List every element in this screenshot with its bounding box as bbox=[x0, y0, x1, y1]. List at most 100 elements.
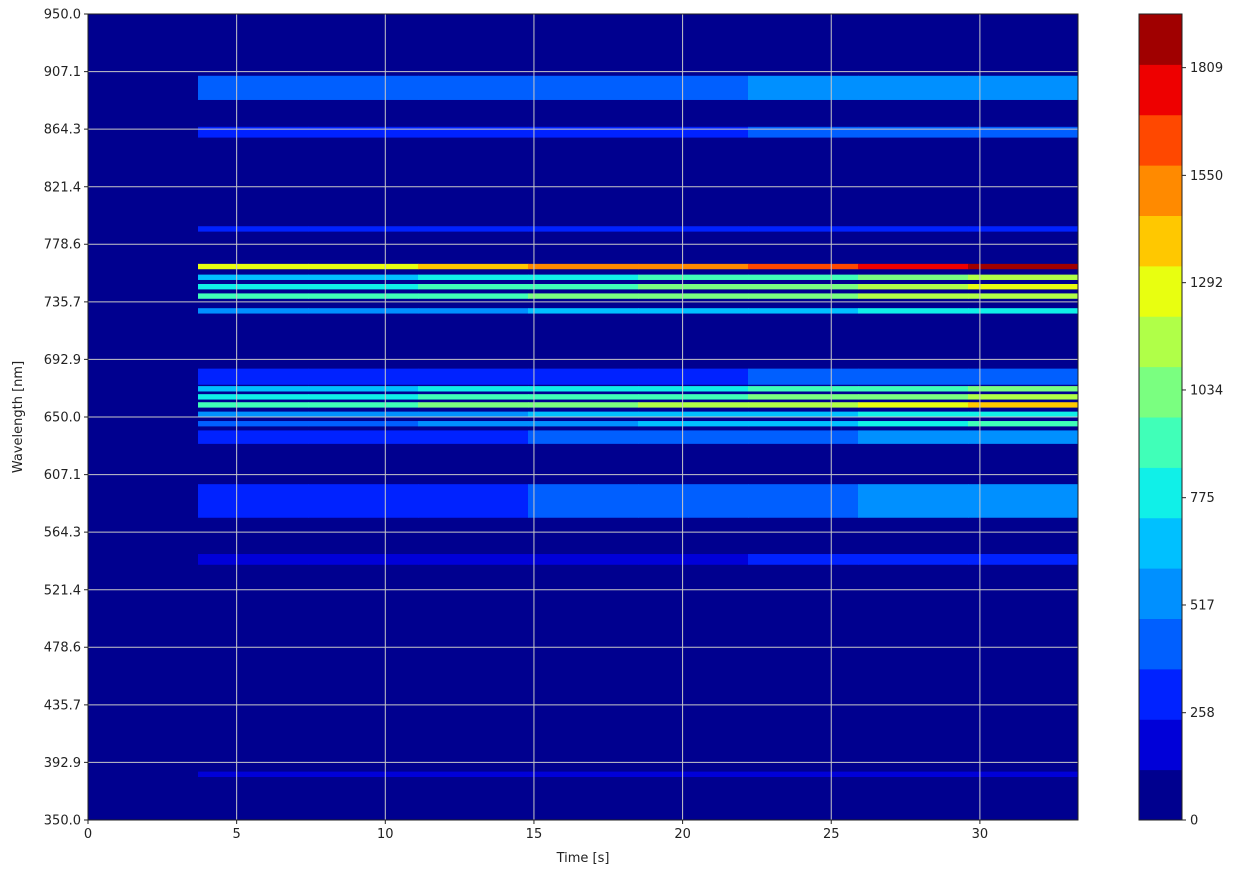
band-segment bbox=[418, 402, 529, 408]
band-segment bbox=[198, 402, 309, 408]
band-segment bbox=[638, 554, 749, 565]
band-segment bbox=[528, 394, 639, 400]
band-segment bbox=[748, 554, 859, 565]
band-segment bbox=[968, 484, 1078, 518]
colorbar-frame bbox=[1138, 13, 1183, 821]
colorbar-swatch bbox=[1139, 14, 1182, 65]
band-segment bbox=[968, 75, 1078, 100]
band-segment bbox=[748, 368, 859, 385]
colorbar-swatch bbox=[1139, 417, 1182, 468]
band-segment bbox=[198, 308, 309, 314]
band-segment bbox=[748, 126, 859, 138]
colorbar-tick-label: 1550 bbox=[1190, 169, 1223, 184]
band-segment bbox=[418, 274, 529, 280]
colorbar-swatch bbox=[1139, 719, 1182, 771]
band-segment bbox=[528, 368, 639, 385]
band-segment bbox=[528, 430, 639, 444]
colorbar-swatch bbox=[1139, 568, 1182, 619]
band-segment bbox=[638, 394, 749, 400]
band-segment bbox=[528, 308, 639, 314]
band-segment bbox=[528, 421, 639, 427]
y-tick-label: 564.3 bbox=[44, 526, 81, 541]
band-segment bbox=[968, 402, 1078, 408]
band-segment bbox=[748, 226, 859, 232]
band-segment bbox=[418, 293, 529, 299]
colorbar-tick-label: 1809 bbox=[1190, 61, 1223, 76]
y-tick-label: 821.4 bbox=[44, 180, 81, 195]
x-tick-label: 25 bbox=[823, 827, 840, 842]
band-segment bbox=[858, 554, 969, 565]
band-segment bbox=[858, 484, 969, 518]
colorbar-tick-label: 1292 bbox=[1190, 276, 1223, 291]
band-segment bbox=[858, 75, 969, 100]
y-tick-label: 392.9 bbox=[44, 756, 81, 771]
band-segment bbox=[968, 554, 1078, 565]
x-tick-label: 10 bbox=[377, 827, 394, 842]
y-tick-label: 650.0 bbox=[44, 411, 81, 426]
band-segment bbox=[308, 771, 419, 778]
band-segment bbox=[968, 263, 1078, 270]
band-segment bbox=[638, 430, 749, 444]
band-segment bbox=[528, 771, 639, 778]
band-segment bbox=[748, 484, 859, 518]
band-segment bbox=[308, 421, 419, 427]
band-segment bbox=[968, 771, 1078, 778]
x-axis-label: Time [s] bbox=[556, 851, 610, 866]
colorbar-tick-label: 517 bbox=[1190, 598, 1215, 613]
y-tick-label: 864.3 bbox=[44, 123, 81, 138]
x-tick-label: 20 bbox=[674, 827, 691, 842]
band-segment bbox=[418, 484, 529, 518]
band-segment bbox=[308, 284, 419, 290]
band-segment bbox=[858, 226, 969, 232]
band-segment bbox=[198, 554, 309, 565]
band-segment bbox=[528, 263, 639, 270]
band-segment bbox=[418, 771, 529, 778]
band-segment bbox=[968, 293, 1078, 299]
band-segment bbox=[968, 226, 1078, 232]
colorbar-swatch bbox=[1139, 64, 1182, 116]
band-segment bbox=[748, 293, 859, 299]
band-segment bbox=[638, 368, 749, 385]
band-segment bbox=[858, 293, 969, 299]
x-tick-label: 30 bbox=[972, 827, 989, 842]
band-segment bbox=[528, 293, 639, 299]
band-segment bbox=[638, 293, 749, 299]
band-segment bbox=[198, 421, 309, 427]
band-segment bbox=[748, 411, 859, 417]
band-segment bbox=[418, 430, 529, 444]
band-segment bbox=[858, 284, 969, 290]
band-segment bbox=[418, 368, 529, 385]
band-segment bbox=[858, 421, 969, 427]
colorbar-tick-label: 1034 bbox=[1190, 383, 1223, 398]
band-segment bbox=[748, 284, 859, 290]
band-segment bbox=[638, 308, 749, 314]
band-segment bbox=[198, 386, 309, 392]
band-segment bbox=[528, 402, 639, 408]
band-segment bbox=[198, 394, 309, 400]
band-segment bbox=[968, 284, 1078, 290]
band-segment bbox=[308, 226, 419, 232]
band-segment bbox=[308, 402, 419, 408]
band-segment bbox=[308, 430, 419, 444]
band-segment bbox=[968, 274, 1078, 280]
band-segment bbox=[968, 394, 1078, 400]
band-segment bbox=[308, 368, 419, 385]
band-segment bbox=[638, 226, 749, 232]
band-segment bbox=[638, 274, 749, 280]
band-segment bbox=[418, 386, 529, 392]
band-segment bbox=[418, 421, 529, 427]
colorbar-swatch bbox=[1139, 366, 1182, 418]
band-segment bbox=[198, 484, 309, 518]
band-segment bbox=[198, 293, 309, 299]
colorbar-swatch bbox=[1139, 114, 1182, 166]
band-segment bbox=[308, 411, 419, 417]
band-segment bbox=[418, 263, 529, 270]
band-segment bbox=[308, 293, 419, 299]
band-segment bbox=[638, 771, 749, 778]
band-segment bbox=[308, 75, 419, 100]
band-segment bbox=[748, 75, 859, 100]
band-segment bbox=[198, 411, 309, 417]
y-tick-label: 350.0 bbox=[44, 814, 81, 829]
band-segment bbox=[748, 394, 859, 400]
